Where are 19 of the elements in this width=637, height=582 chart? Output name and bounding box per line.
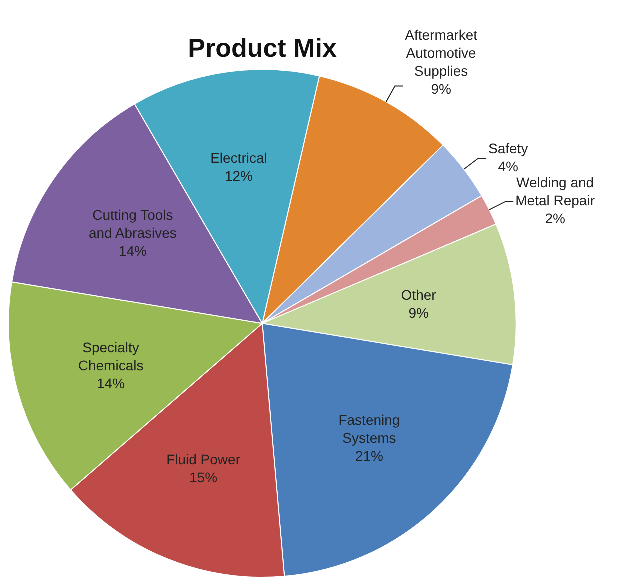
data-label: 9% bbox=[408, 304, 429, 321]
data-label: 9% bbox=[431, 81, 452, 98]
data-label: 12% bbox=[224, 168, 253, 184]
slice-label: Aftermarket Automotive Supplies bbox=[405, 27, 478, 80]
data-label: 21% bbox=[355, 448, 384, 464]
data-label: 2% bbox=[545, 210, 566, 227]
data-label: 14% bbox=[118, 243, 147, 260]
data-label: 15% bbox=[190, 469, 218, 486]
slice-label: Specialty Chemicals bbox=[78, 339, 144, 374]
slice-label: Fastening Systems bbox=[338, 412, 400, 446]
slice-label: Other bbox=[401, 286, 437, 303]
slice-label: Electrical bbox=[210, 150, 268, 166]
data-label: 14% bbox=[97, 375, 126, 392]
slice-label: Safety bbox=[488, 140, 528, 156]
slice-label: Welding and Metal Repair bbox=[516, 174, 596, 209]
data-label: 4% bbox=[498, 158, 518, 174]
slice-label: Fluid Power bbox=[166, 451, 241, 468]
slice-label: Cutting Tools and Abrasives bbox=[88, 207, 177, 242]
chart-title: Product Mix bbox=[188, 32, 338, 63]
